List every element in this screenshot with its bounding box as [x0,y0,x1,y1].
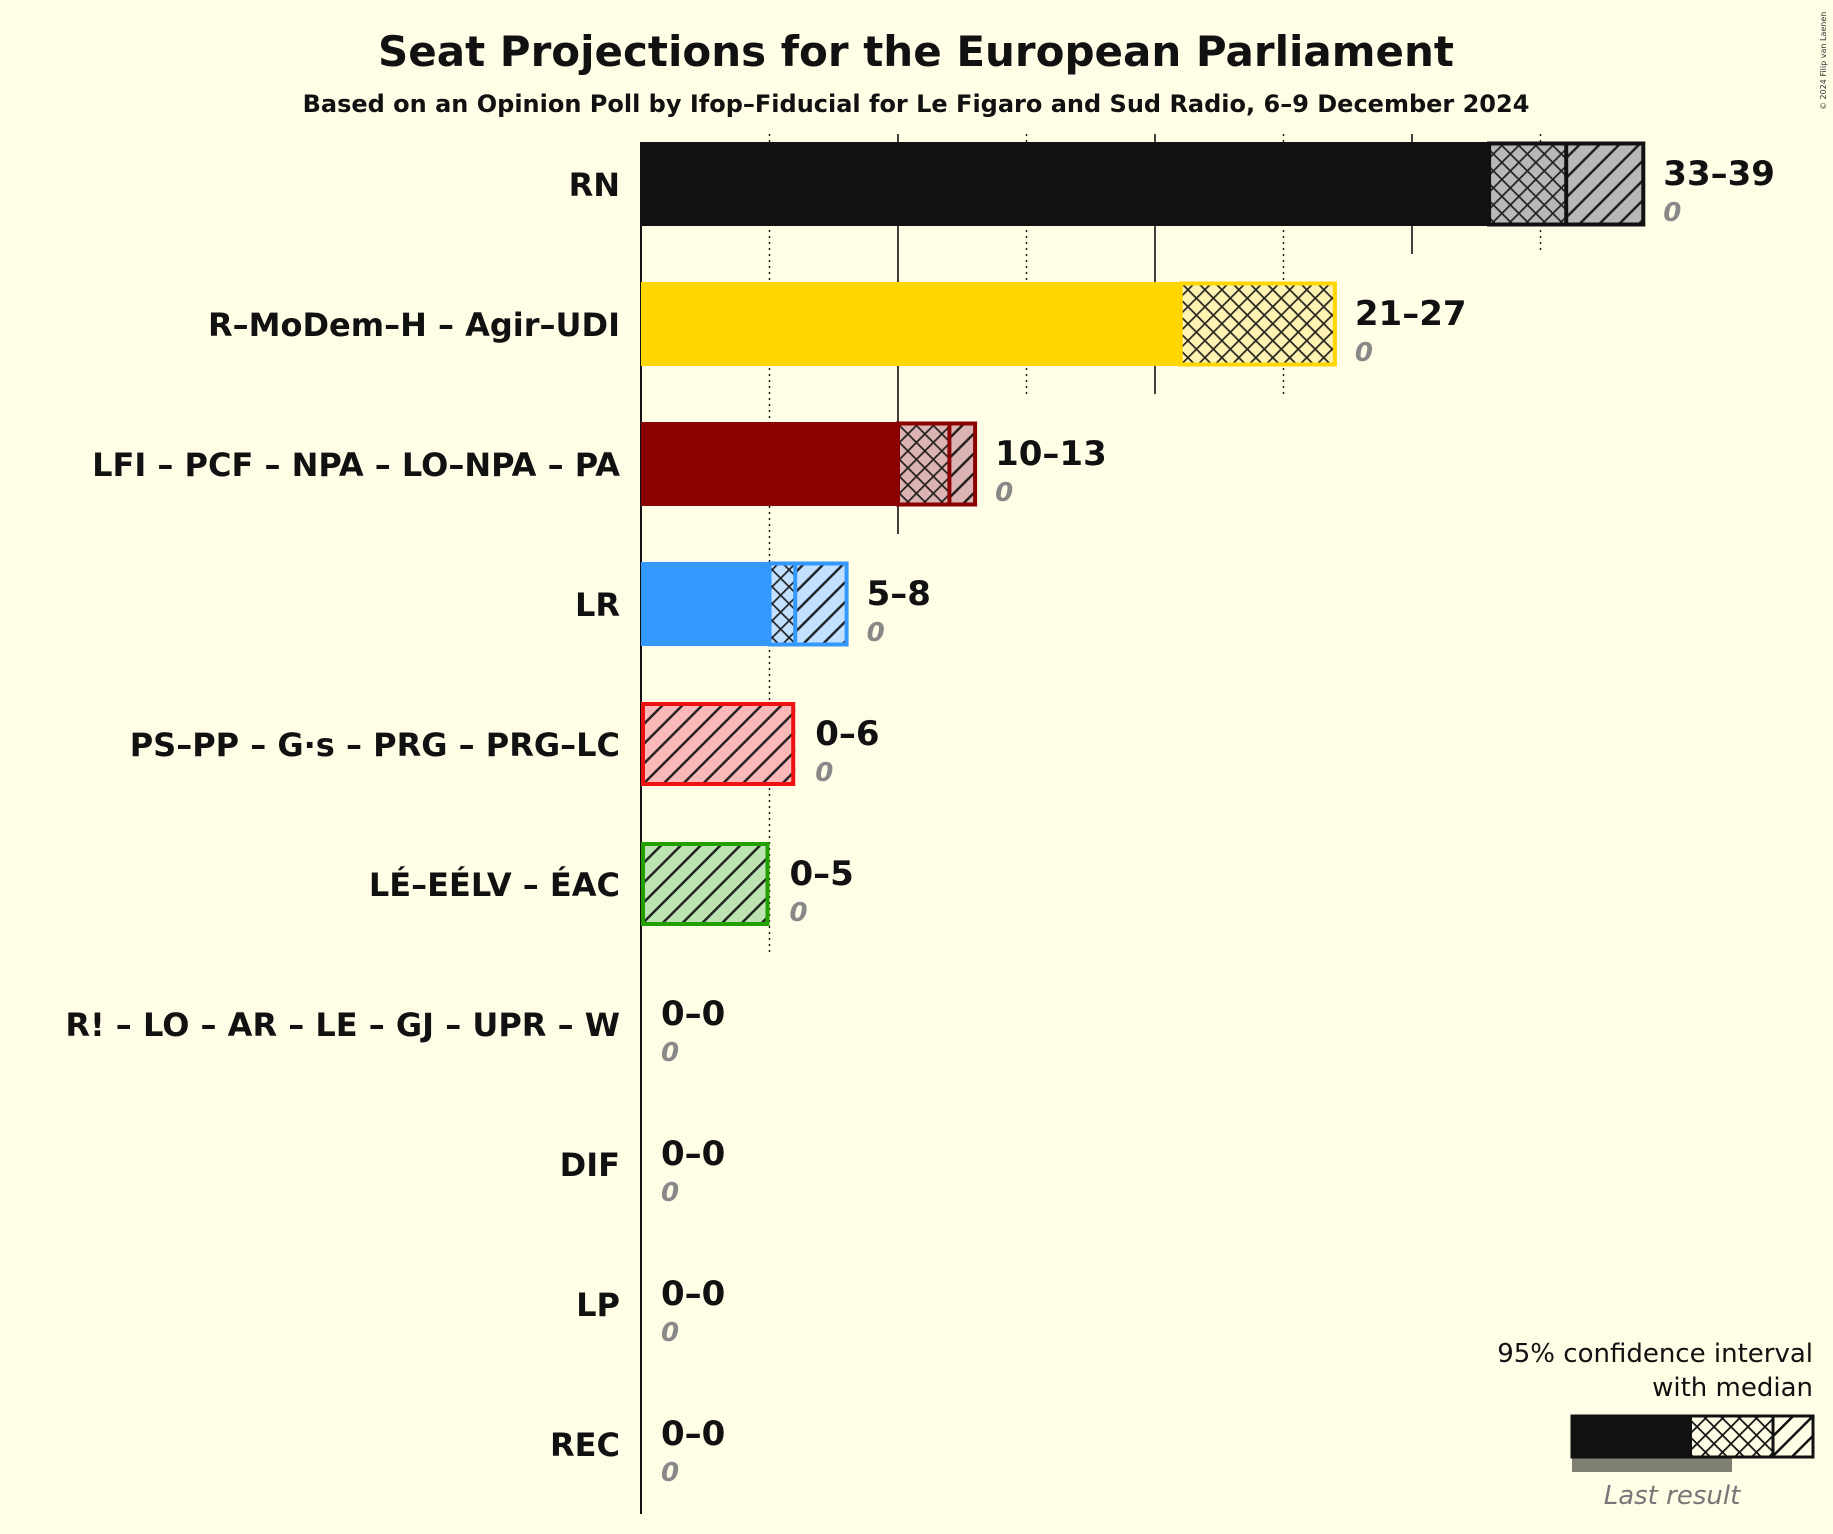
bar-solid-segment [641,142,1490,226]
last-result-label: 0 [995,478,1013,508]
last-result-label: 0 [1355,338,1373,368]
party-label: LR [575,586,620,624]
party-label: R–MoDem–H – Agir–UDI [208,306,620,344]
copyright-note: © 2024 Filip van Laenen [1819,12,1828,110]
bar-solid-segment [641,282,1181,366]
legend-solid-segment [1572,1416,1692,1457]
range-label: 0–5 [790,854,854,894]
last-result-label: 0 [661,1178,679,1208]
bar-high-pattern [641,842,770,926]
legend-title-line1: 95% confidence interval [1497,1339,1813,1369]
bar-interval-outline [767,561,849,647]
last-result-label: 0 [815,758,833,788]
legend-high-pattern [1773,1416,1813,1457]
bar-interval-outline [641,842,770,926]
legend-last-result-label: Last result [1604,1481,1741,1511]
bar-solid-segment [641,562,770,646]
party-label: REC [550,1426,620,1464]
last-result-label: 0 [790,898,808,928]
last-result-label: 0 [661,1458,679,1488]
party-label: R! – LO – AR – LE – GJ – UPR – W [65,1006,620,1044]
chart-subtitle: Based on an Opinion Poll by Ifop–Fiducia… [303,90,1530,118]
bar-solid-segment [641,422,898,506]
range-label: 0–0 [661,1274,725,1314]
party-label: LP [576,1286,620,1324]
bar-high-pattern [1566,142,1644,226]
last-result-label: 0 [661,1038,679,1068]
bar-median-pattern [1489,142,1567,226]
bar-high-pattern [949,422,976,506]
legend-outline [1570,1414,1815,1459]
range-label: 10–13 [995,434,1107,474]
last-result-label: 0 [661,1318,679,1348]
last-result-label: 0 [1663,198,1681,228]
party-label: LFI – PCF – NPA – LO–NPA – PA [92,446,620,484]
range-label: 0–6 [815,714,879,754]
party-label: LÉ–EÉLV – ÉAC [369,866,620,904]
range-label: 0–0 [661,1414,725,1454]
bar-interval-outline [896,421,978,507]
range-label: 0–0 [661,1134,725,1174]
bar-median-pattern [1180,282,1335,366]
legend-title-line2: with median [1652,1373,1813,1403]
party-label: DIF [560,1146,620,1184]
bars: RN 33–39 0 R–MoDem–H – Agir–UDI 21–27 0 LFI – … [65,141,1775,1488]
range-label: 21–27 [1355,294,1467,334]
range-label: 5–8 [867,574,931,614]
range-label: 0–0 [661,994,725,1034]
last-result-label: 0 [867,618,885,648]
bar-interval-outline [641,702,796,786]
range-label: 33–39 [1663,154,1775,194]
party-label: PS–PP – G·s – PRG – PRG–LC [130,726,620,764]
bar-high-pattern [795,562,847,646]
chart-title: Seat Projections for the European Parlia… [378,27,1454,76]
party-label: RN [569,166,620,204]
legend: 95% confidence interval with median Last… [1497,1339,1815,1511]
bar-median-pattern [898,422,950,506]
bar-median-pattern [769,562,796,646]
legend-median-pattern [1692,1416,1773,1457]
bar-high-pattern [641,702,796,786]
bar-interval-outline [1178,281,1337,367]
